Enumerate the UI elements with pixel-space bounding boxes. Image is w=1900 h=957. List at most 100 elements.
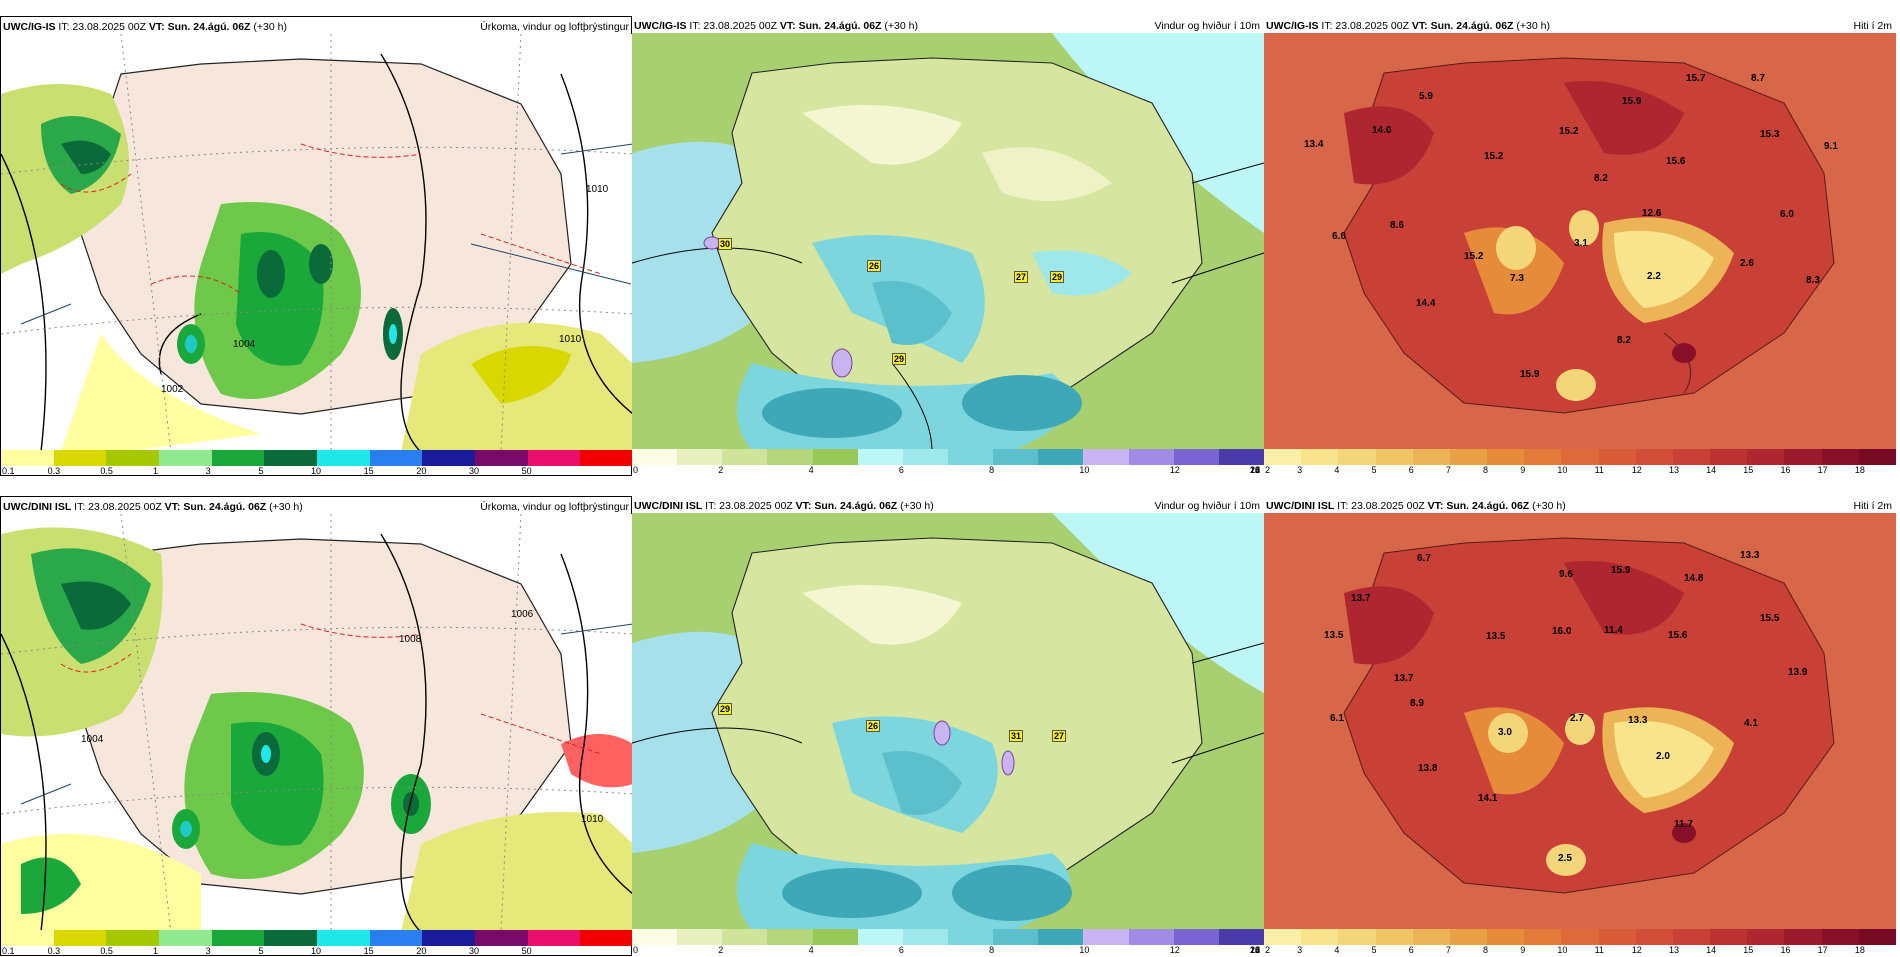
colorbar-tick-label: 10	[1557, 945, 1568, 955]
colorbar-segment	[1128, 929, 1174, 945]
colorbar-segment	[632, 449, 678, 465]
temp-value: 13.8	[1418, 763, 1438, 774]
colorbar-segment	[1598, 449, 1636, 465]
colorbar-tick-label: 50	[521, 466, 532, 476]
colorbar-segment	[159, 930, 212, 946]
gust-label: 27	[1014, 271, 1029, 283]
init-time: IT: 23.08.2025 00Z	[689, 20, 777, 32]
temp-value: 8.3	[1806, 275, 1820, 286]
temp-value: 16.0	[1552, 626, 1572, 637]
colorbar-tick-label: 0.5	[100, 946, 113, 956]
colorbar-segment	[1173, 929, 1219, 945]
lead-time: (+30 h)	[900, 500, 934, 512]
colorbar-tick-label: 18	[1854, 465, 1865, 475]
colorbar-tick-label: 2	[1265, 945, 1271, 955]
colorbar-segment	[1449, 929, 1488, 945]
colorbar-segment	[53, 450, 107, 466]
colorbar-tick-label: 20	[1250, 465, 1261, 475]
colorbar-tick-label: 4	[808, 945, 814, 955]
colorbar-segment	[1672, 929, 1711, 945]
colorbar	[1264, 929, 1896, 945]
colorbar	[632, 929, 1264, 945]
temp-value: 2.6	[1740, 258, 1754, 269]
colorbar-ticks: 0 2 4 6 8 10 12 14 16 18 20 22	[632, 945, 1264, 956]
colorbar-segment	[632, 929, 678, 945]
colorbar-segment	[1487, 929, 1525, 945]
colorbar-segment	[317, 930, 370, 946]
temp-map: 5.9 15.7 8.7 14.0 15.9 13.4 15.2 15.3 9.…	[1264, 33, 1896, 451]
panel-title: Úrkoma, vindur og loftþrýstingur	[480, 21, 629, 33]
colorbar-tick-label: 5	[258, 466, 264, 476]
valid-time: Sun. 24.ágú. 06Z	[167, 21, 251, 33]
colorbar-ticks: 2 3 4 5 6 7 8 9 10 11 12 13 14 15 16 17 18	[1264, 945, 1896, 956]
colorbar-segment	[1264, 929, 1302, 945]
colorbar-ticks: 0.1 0.3 0.5 1 3 5 10 15 20 30 50	[1, 946, 633, 957]
colorbar-segment	[1083, 449, 1129, 465]
isobar-label: 1004	[81, 734, 104, 745]
init-time: IT: 23.08.2025 00Z	[1337, 500, 1425, 512]
init-time: IT: 23.08.2025 00Z	[705, 500, 793, 512]
colorbar-tick-label: 0.5	[100, 466, 113, 476]
colorbar-segment	[422, 930, 476, 946]
colorbar-segment	[1, 450, 54, 466]
colorbar-tick-label: 16	[1780, 465, 1791, 475]
colorbar-tick-label: 8	[989, 465, 995, 475]
temp-value: 2.7	[1570, 713, 1584, 724]
colorbar-tick-label: 9	[1520, 465, 1526, 475]
colorbar-tick-label: 3	[1297, 945, 1303, 955]
temp-value: 15.5	[1760, 613, 1780, 624]
colorbar-tick-label: 0	[633, 945, 639, 955]
colorbar-tick-label: 14	[1706, 465, 1717, 475]
lead-time: (+30 h)	[884, 20, 918, 32]
gust-label: 29	[892, 353, 907, 365]
panel-header: UWC/IG-IS IT: 23.08.2025 00Z VT: Sun. 24…	[1264, 16, 1896, 36]
wind-map: 29 26 31 27	[632, 513, 1264, 931]
colorbar-segment	[1561, 929, 1599, 945]
colorbar-tick-label: 22	[1250, 945, 1261, 955]
temp-value: 6.7	[1417, 553, 1431, 564]
lead-time: (+30 h)	[1532, 500, 1566, 512]
colorbar-segment	[211, 930, 265, 946]
colorbar-tick-label: 6	[898, 465, 904, 475]
colorbar-segment	[1635, 929, 1673, 945]
model-name: UWC/DINI ISL	[1266, 500, 1335, 512]
colorbar-tick-label: 15	[363, 946, 374, 956]
colorbar-segment	[812, 929, 858, 945]
colorbar-segment	[53, 930, 107, 946]
colorbar-tick-label: 14	[1250, 465, 1261, 475]
colorbar-segment	[106, 450, 160, 466]
colorbar-segment	[677, 449, 723, 465]
panel-header: UWC/IG-IS IT: 23.08.2025 00Z VT: Sun. 24…	[1, 17, 633, 37]
colorbar-segment	[1301, 449, 1339, 465]
colorbar-tick-label: 1	[153, 466, 159, 476]
temp-value: 3.0	[1498, 727, 1512, 738]
colorbar-segment	[1449, 449, 1488, 465]
isobar-label: 1006	[511, 609, 534, 620]
panel-header: UWC/DINI ISL IT: 23.08.2025 00Z VT: Sun.…	[1264, 496, 1896, 516]
init-time: IT: 23.08.2025 00Z	[74, 501, 162, 513]
colorbar-segment	[1710, 449, 1748, 465]
colorbar-tick-label: 2	[1265, 465, 1271, 475]
temp-map: 6.7 13.3 13.7 9.6 15.9 14.8 15.5 13.5 13…	[1264, 513, 1896, 931]
colorbar-segment	[1710, 929, 1748, 945]
temp-value: 8.2	[1594, 173, 1608, 184]
temp-value: 2.5	[1558, 853, 1572, 864]
colorbar-tick-label: 6	[1408, 465, 1414, 475]
colorbar-ticks: 0.1 0.3 0.5 1 3 5 10 15 20 30 50	[1, 466, 633, 477]
temp-value: 7.3	[1510, 273, 1524, 284]
colorbar-segment	[1747, 449, 1785, 465]
colorbar-tick-label: 10	[1557, 465, 1568, 475]
colorbar-tick-label: 0.1	[2, 466, 15, 476]
colorbar-segment	[264, 450, 318, 466]
colorbar-segment	[1858, 449, 1896, 465]
temp-value: 15.9	[1520, 369, 1540, 380]
temp-value: 9.6	[1559, 569, 1573, 580]
colorbar-tick-label: 20	[416, 466, 427, 476]
colorbar-segment	[1858, 929, 1896, 945]
valid-time: Sun. 24.ágú. 06Z	[798, 20, 882, 32]
temp-value: 8.7	[1751, 73, 1765, 84]
panel-wind-igis: UWC/IG-IS IT: 23.08.2025 00Z VT: Sun. 24…	[632, 16, 1264, 476]
colorbar-segment	[475, 930, 528, 946]
lead-time: (+30 h)	[1516, 20, 1550, 32]
colorbar-segment	[1, 930, 54, 946]
